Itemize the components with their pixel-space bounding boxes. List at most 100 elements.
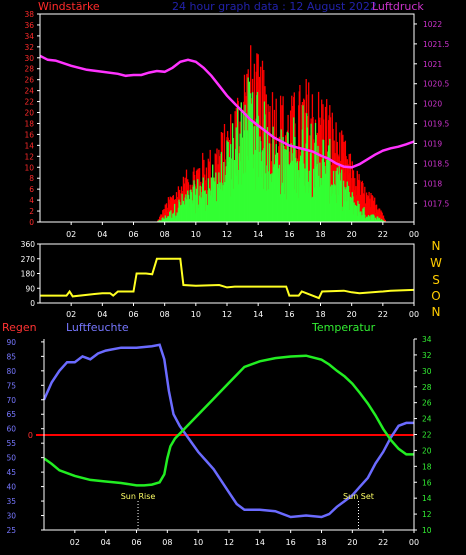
wind-tick-label: 32	[24, 43, 34, 52]
wind-time-axis: 02 04 06 08 10 12 14 16 18 20 22 00	[66, 222, 419, 239]
humidity-time-tick-label: 00	[409, 538, 419, 547]
pressure-tick-label: 1019.5	[423, 120, 449, 129]
humidity-tick-label: 35	[6, 497, 16, 506]
humidity-time-tick-label: 18	[316, 538, 326, 547]
pressure-tick-label: 1022	[423, 20, 442, 29]
humidity-line	[42, 343, 414, 519]
humidity-tick-label: 65	[6, 410, 16, 419]
humidity-time-tick-label: 04	[101, 538, 111, 547]
direction-axis-ticks: 0 90 180 270 360	[21, 240, 40, 308]
pressure-tick-label: 1020	[423, 100, 442, 109]
direction-time-tick-label: 18	[315, 310, 325, 319]
humidity-tick-label: 70	[6, 396, 16, 405]
humidity-time-tick-label: 08	[162, 538, 172, 547]
direction-time-tick-label: 16	[284, 310, 294, 319]
humidity-tick-label: 30	[6, 512, 16, 521]
wind-direction-panel: 0 90 180 270 360 02 04 06 08 10 12 14 16 18 20 22 00 N …	[21, 239, 442, 319]
direction-tick-label: 270	[21, 255, 36, 264]
temperature-tick-label: 10	[422, 526, 432, 535]
wind-tick-label: 18	[24, 119, 34, 128]
sunset-label: Sun Set	[343, 492, 374, 501]
temperature-tick-label: 16	[422, 478, 432, 487]
humidity-time-tick-label: 20	[347, 538, 357, 547]
direction-time-tick-label: 04	[97, 310, 107, 319]
pressure-tick-label: 1017.5	[423, 199, 449, 208]
direction-time-axis: 02 04 06 08 10 12 14 16 18 20 22 00	[66, 303, 419, 319]
time-tick-label: 06	[128, 230, 138, 239]
wind-tick-label: 0	[29, 218, 34, 227]
temperature-tick-label: 14	[422, 494, 432, 503]
humidity-tick-label: 45	[6, 468, 16, 477]
humidity-time-tick-label: 10	[193, 538, 203, 547]
wind-tick-label: 22	[24, 98, 34, 107]
humidity-tick-label: 75	[6, 381, 16, 390]
temperature-tick-label: 12	[422, 510, 432, 519]
wind-chart-title: Windstärke	[38, 0, 100, 13]
wind-tick-label: 6	[29, 185, 34, 194]
temperature-tick-label: 28	[422, 383, 432, 392]
wind-tick-label: 26	[24, 76, 34, 85]
direction-time-tick-label: 14	[253, 310, 263, 319]
pressure-series-line	[39, 54, 415, 169]
direction-time-tick-label: 08	[160, 310, 170, 319]
direction-time-tick-label: 02	[66, 310, 76, 319]
wind-tick-label: 34	[24, 32, 34, 41]
temperature-label: Temperatur	[311, 321, 376, 334]
humidity-tick-label: 55	[6, 439, 16, 448]
direction-time-tick-label: 10	[191, 310, 201, 319]
time-tick-label: 02	[66, 230, 76, 239]
time-tick-label: 10	[191, 230, 201, 239]
temperature-tick-label: 26	[422, 399, 432, 408]
direction-tick-label: 360	[21, 240, 36, 249]
pressure-axis-ticks: 1017.5 1018 1018.5 1019 1019.5 1020 1020.5 1021…	[414, 20, 449, 208]
time-tick-label: 00	[409, 230, 419, 239]
wind-direction-line	[40, 257, 415, 300]
direction-time-tick-label: 22	[378, 310, 388, 319]
temperature-line	[43, 354, 414, 487]
wind-tick-label: 28	[24, 65, 34, 74]
temperature-tick-label: 20	[422, 446, 432, 455]
pressure-tick-label: 1021	[423, 60, 442, 69]
pressure-chart-title: Luftdruck	[372, 0, 424, 13]
compass-label: O	[431, 289, 440, 303]
wind-tick-label: 2	[29, 207, 34, 216]
humidity-axis-ticks: 25 30 35 40 45 50 55 60 65 70 75 80 85 90	[6, 338, 44, 535]
humidity-time-tick-label: 22	[378, 538, 388, 547]
temperature-tick-label: 24	[422, 415, 432, 424]
wind-tick-label: 36	[24, 21, 34, 30]
humidity-tick-label: 90	[6, 338, 16, 347]
humidity-tick-label: 25	[6, 526, 16, 535]
compass-label: W	[430, 256, 442, 270]
humidity-temperature-panel: Sun Rise Sun Set 25 30 35 40 45 50 55 60 65 70 75 8…	[6, 335, 431, 547]
humidity-tick-label: 40	[6, 483, 16, 492]
compass-label: N	[432, 305, 441, 319]
pressure-tick-label: 1019	[423, 140, 442, 149]
humidity-tick-label: 50	[6, 454, 16, 463]
direction-time-tick-label: 06	[128, 310, 138, 319]
humidity-tick-label: 60	[6, 425, 16, 434]
temperature-tick-label: 30	[422, 367, 432, 376]
time-tick-label: 18	[315, 230, 325, 239]
time-tick-label: 20	[347, 230, 357, 239]
wind-tick-label: 24	[24, 87, 34, 96]
humidity-time-tick-label: 12	[224, 538, 234, 547]
wind-tick-label: 8	[29, 174, 34, 183]
direction-tick-label: 180	[21, 270, 36, 279]
temperature-tick-label: 32	[422, 351, 432, 360]
pressure-tick-label: 1018.5	[423, 159, 449, 168]
humidity-tick-label: 80	[6, 367, 16, 376]
temperature-tick-label: 34	[422, 335, 432, 344]
time-tick-label: 12	[222, 230, 232, 239]
direction-time-tick-label: 12	[222, 310, 232, 319]
temperature-axis-ticks: 10 12 14 16 18 20 22 24 26 28 30 32 34	[414, 335, 432, 535]
time-tick-label: 16	[284, 230, 294, 239]
humidity-time-axis: 02 04 06 08 10 12 14 16 18 20 22 00	[70, 530, 419, 547]
humidity-tick-label: 85	[6, 352, 16, 361]
direction-tick-label: 90	[25, 284, 35, 293]
pressure-tick-label: 1021.5	[423, 40, 449, 49]
pressure-tick-label: 1020.5	[423, 80, 449, 89]
wind-speed-series	[157, 77, 386, 222]
